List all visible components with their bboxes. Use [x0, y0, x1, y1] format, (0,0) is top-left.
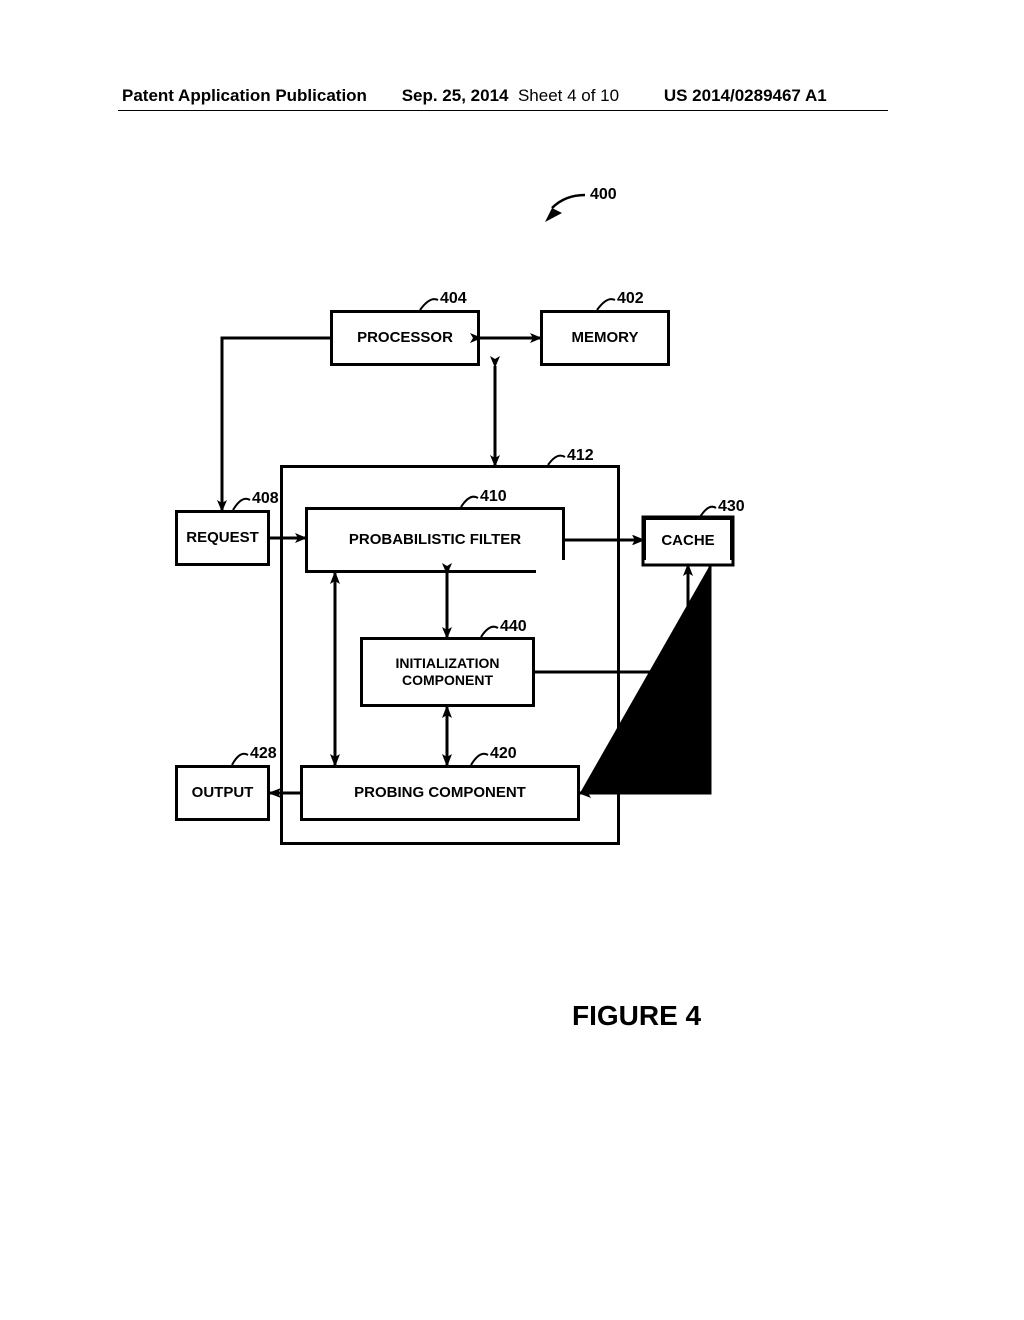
page-root: Patent Application Publication Sep. 25, …	[0, 0, 1024, 1320]
page-header: Patent Application Publication Sep. 25, …	[0, 86, 1024, 106]
ref-420: 420	[490, 745, 517, 763]
ref-428: 428	[250, 745, 277, 763]
figure-caption: FIGURE 4	[572, 1000, 701, 1032]
filter-box: PROBABILISTIC FILTER	[305, 507, 565, 573]
ref-402: 402	[617, 290, 644, 308]
ref-400: 400	[590, 186, 617, 204]
probing-box: PROBING COMPONENT	[300, 765, 580, 821]
pub-number: US 2014/0289467 A1	[664, 86, 827, 106]
init-box: INITIALIZATION COMPONENT	[360, 637, 535, 707]
output-box: OUTPUT	[175, 765, 270, 821]
ref-410: 410	[480, 488, 507, 506]
cache-box: CACHE	[643, 517, 733, 565]
ref-404: 404	[440, 290, 467, 308]
request-box: REQUEST	[175, 510, 270, 566]
processor-box: PROCESSOR	[330, 310, 480, 366]
ref-440: 440	[500, 618, 527, 636]
ref-412: 412	[567, 447, 594, 465]
ref-408: 408	[252, 490, 279, 508]
ref-430: 430	[718, 498, 745, 516]
header-rule	[118, 110, 888, 111]
pub-label: Patent Application Publication	[122, 86, 367, 106]
memory-box: MEMORY	[540, 310, 670, 366]
pub-date: Sep. 25, 2014 Sheet 4 of 10	[402, 86, 619, 106]
